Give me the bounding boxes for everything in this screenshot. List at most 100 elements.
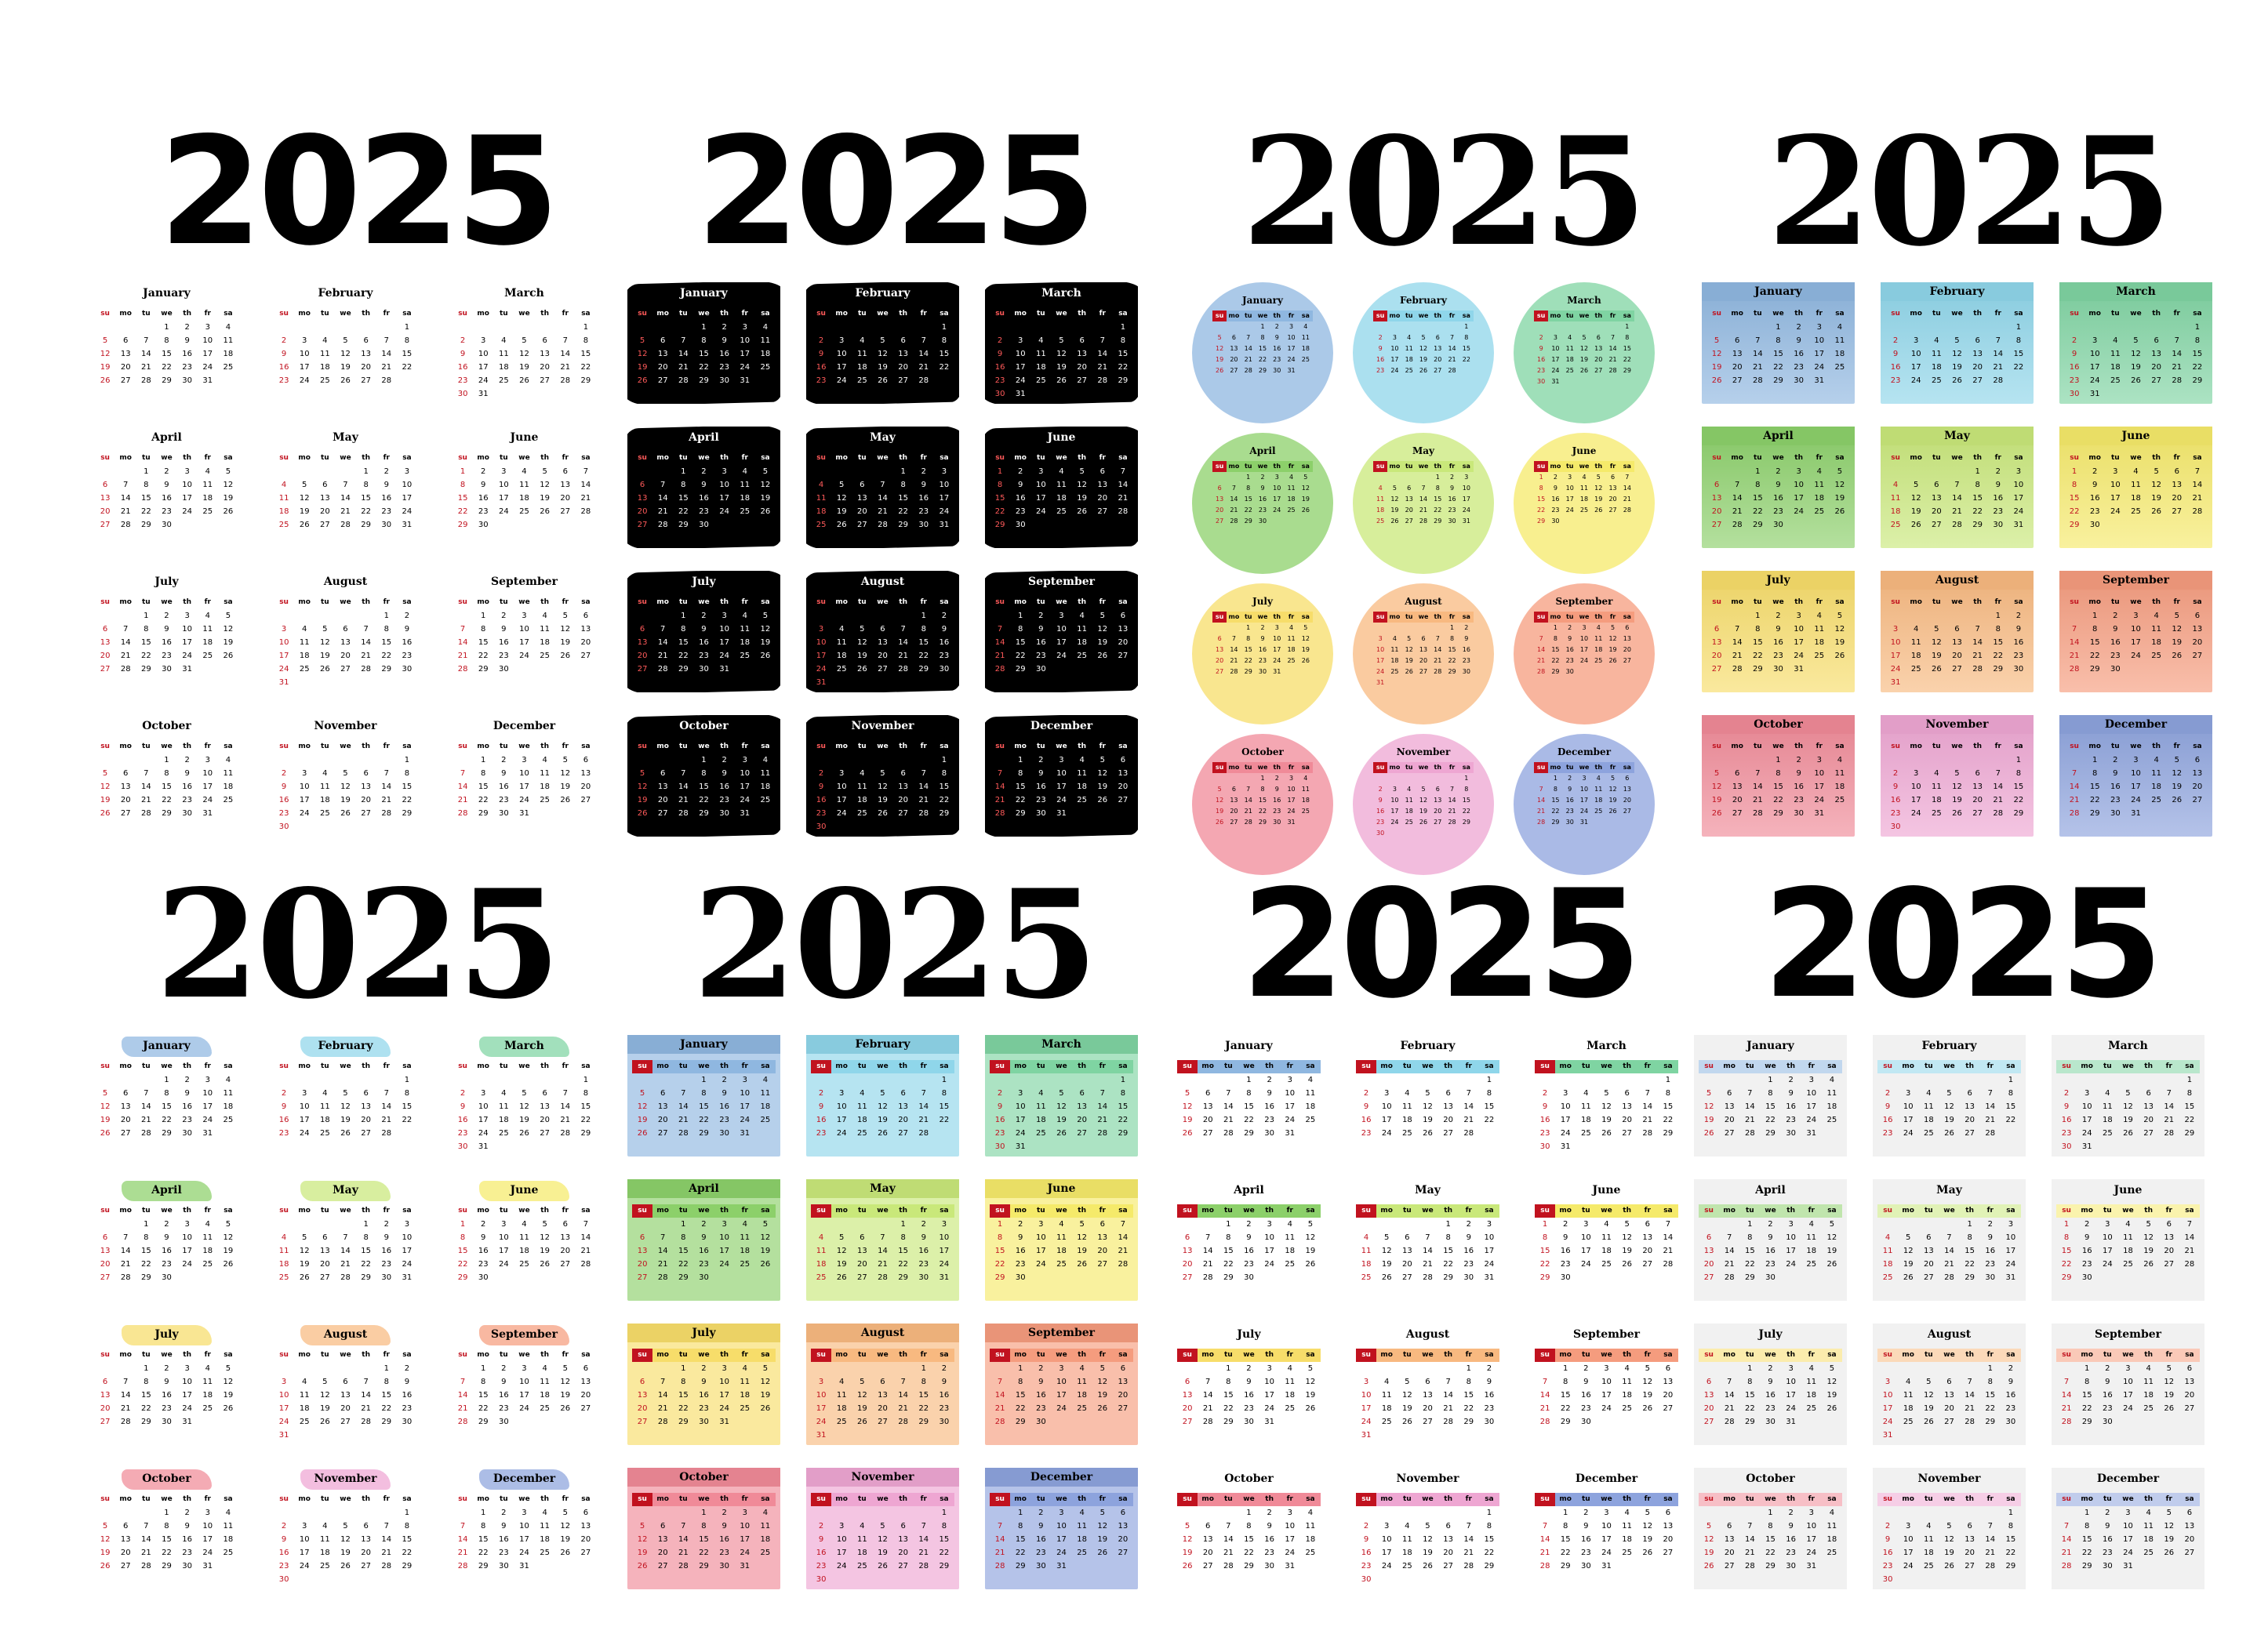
week-row: 11 12 13 14 15 16 17	[1356, 1244, 1499, 1258]
day-cell: 28	[678, 809, 689, 818]
day-cell: 21	[1097, 1116, 1108, 1124]
week-row: 1	[1885, 753, 2029, 767]
day-cell: 16	[1786, 1102, 1796, 1111]
day-cell	[198, 663, 218, 676]
day-cell: 25	[540, 796, 550, 804]
day-cell: 28	[657, 1273, 668, 1282]
month-november: November su mo tu we th fr sa 1 2 3 4 5 6 7 8 9 10 11 12 13 1…	[269, 1468, 422, 1589]
day-cell: 7	[921, 1522, 926, 1531]
weekday-label: sa	[402, 598, 412, 606]
week-row: 18 19 20 21 22 23 24	[811, 1258, 954, 1271]
day-cell: 22	[162, 1116, 172, 1124]
day-cell	[576, 518, 596, 532]
day-cell: 21	[1097, 363, 1108, 372]
day-cell	[1356, 1073, 1376, 1087]
day-cell: 11	[1301, 334, 1310, 341]
day-cell: 14	[381, 783, 392, 791]
day-cell	[1605, 817, 1619, 828]
day-cell: 23	[1580, 1549, 1591, 1557]
day-cell: 2	[1892, 769, 1899, 778]
month-grid: su mo tu we th fr sa 1 2 3 4 5 6 7 8 9 10 11 12 13 14 15 16 17 1…	[274, 307, 417, 387]
day-cell: 30	[699, 521, 709, 529]
day-cell: 21	[1448, 808, 1456, 815]
weekday-header: su mo tu we th fr sa	[811, 1493, 954, 1506]
day-cell: 11	[278, 494, 289, 503]
year-title: 2025	[1241, 104, 1648, 279]
day-cell: 16	[478, 1247, 489, 1255]
day-cell	[1387, 773, 1401, 784]
day-cell: 11	[1923, 1102, 1934, 1111]
day-cell: 9	[1563, 1233, 1568, 1242]
day-cell: 25	[1056, 507, 1067, 516]
month-grid: su mo tu we th fr sa 1 2 3 4 5 6 7 8 9 10 11 12 13 14 15 16 17 1…	[1212, 310, 1313, 376]
day-cell: 16	[1565, 797, 1574, 804]
week-row: 25 26 27 28 29 30 31	[811, 518, 954, 532]
weekday-label: fr	[383, 310, 390, 318]
day-cell: 30	[1376, 830, 1385, 837]
day-cell	[335, 609, 355, 623]
day-cell	[831, 465, 852, 478]
day-cell: 1	[1776, 323, 1781, 332]
day-cell: 12	[856, 638, 867, 647]
day-cell: 27	[1118, 1549, 1129, 1557]
day-cell: 24	[1462, 507, 1470, 514]
day-cell	[514, 387, 534, 401]
weekday-label: tu	[320, 454, 329, 462]
day-cell: 26	[1301, 657, 1310, 664]
day-cell: 12	[1711, 350, 1722, 358]
day-cell: 9	[1267, 1522, 1272, 1531]
day-cell	[893, 1429, 914, 1442]
day-cell: 19	[637, 1549, 648, 1557]
day-cell: 2	[1583, 1364, 1589, 1373]
day-cell: 26	[856, 665, 867, 674]
day-cell: 15	[678, 494, 689, 503]
day-cell: 4	[1038, 1089, 1044, 1098]
week-row: 7 8 9 10 11 12 13	[1535, 1375, 1678, 1389]
day-cell: 22	[1560, 1404, 1571, 1413]
day-cell	[852, 1429, 872, 1442]
week-row: 20 21 22 23 24 25 26	[1699, 1258, 1842, 1271]
day-cell: 10	[182, 1233, 192, 1242]
day-cell: 19	[637, 796, 648, 804]
day-cell: 27	[657, 809, 668, 818]
day-cell	[1373, 773, 1387, 784]
day-cell: 15	[1448, 646, 1456, 653]
weekday-header: su mo tu we th fr sa	[632, 1349, 776, 1362]
day-cell: 20	[1944, 1404, 1954, 1413]
month-grid: su mo tu we th fr sa 1 2 3 4 5 6 7 8 9 10 11 12 13 14 15 16 17 1…	[632, 1060, 776, 1140]
day-cell: 2	[2008, 1364, 2014, 1373]
calendar-panel: 2025 January su mo tu we th fr sa 1 2 3 4 5 6 7 8 9 10 11 12…	[1702, 94, 2235, 862]
week-row: 13 14 15 16 17 18 19	[632, 492, 776, 505]
weekday-label: sa	[1835, 310, 1845, 318]
day-cell: 24	[202, 1116, 213, 1124]
day-cell: 17	[1579, 797, 1589, 804]
day-cell	[893, 820, 914, 833]
day-cell: 15	[402, 1535, 413, 1544]
day-cell: 9	[2084, 1233, 2090, 1242]
day-cell: 19	[340, 1549, 351, 1557]
day-cell: 18	[856, 1549, 867, 1557]
month-september: September su mo tu we th fr sa 1 2 3 4 5 6 7 8 9 10 11 12 13…	[1514, 583, 1655, 724]
day-cell	[735, 1415, 755, 1429]
day-cell: 23	[381, 507, 392, 516]
day-cell: 23	[478, 1260, 489, 1269]
day-cell: 19	[2172, 638, 2183, 647]
day-cell: 23	[498, 652, 509, 660]
month-september: September su mo tu we th fr sa 1 2 3 4 5 6 7 8 9 10 11 12 13…	[1530, 1324, 1683, 1445]
day-cell: 27	[1423, 1418, 1433, 1426]
day-cell: 12	[1711, 783, 1722, 791]
weekday-label: th	[540, 454, 549, 462]
day-cell: 14	[2069, 783, 2080, 791]
day-cell: 12	[1944, 1102, 1954, 1111]
day-cell	[914, 676, 934, 689]
week-row: 20 21 22 23 24 25 26	[1706, 505, 1850, 518]
day-cell: 14	[1539, 1535, 1550, 1544]
day-cell	[356, 1073, 376, 1087]
weekday-header: su mo tu we th fr sa	[632, 1493, 776, 1506]
day-cell	[831, 1573, 852, 1586]
day-cell	[1906, 321, 1926, 334]
day-cell: 21	[918, 1116, 929, 1124]
week-row: 12 13 14 15 16 17 18	[1706, 347, 1850, 361]
month-name: May	[1415, 1184, 1441, 1196]
day-cell: 15	[2089, 638, 2100, 647]
